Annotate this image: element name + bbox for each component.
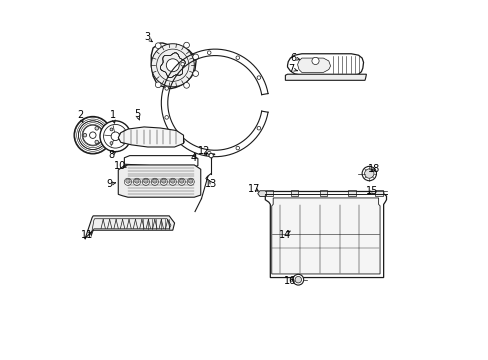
Circle shape bbox=[183, 42, 189, 48]
Polygon shape bbox=[287, 54, 363, 75]
Polygon shape bbox=[85, 216, 174, 239]
Circle shape bbox=[362, 166, 376, 181]
Circle shape bbox=[257, 126, 260, 130]
Circle shape bbox=[192, 71, 198, 76]
Circle shape bbox=[187, 178, 194, 185]
Polygon shape bbox=[348, 190, 355, 196]
Circle shape bbox=[207, 151, 211, 155]
Circle shape bbox=[188, 179, 192, 183]
Circle shape bbox=[208, 153, 213, 158]
Bar bbox=[162, 158, 167, 163]
Bar bbox=[169, 158, 175, 163]
Bar bbox=[146, 158, 151, 163]
Bar bbox=[178, 158, 183, 163]
Polygon shape bbox=[118, 127, 183, 147]
Circle shape bbox=[192, 54, 198, 60]
Text: 9: 9 bbox=[106, 179, 112, 189]
Bar bbox=[154, 158, 159, 163]
Polygon shape bbox=[285, 74, 366, 80]
Circle shape bbox=[169, 178, 176, 185]
Circle shape bbox=[135, 130, 148, 143]
Text: 17: 17 bbox=[248, 184, 260, 194]
Text: 14: 14 bbox=[278, 230, 290, 239]
Circle shape bbox=[151, 178, 158, 185]
Text: 18: 18 bbox=[367, 164, 380, 174]
Circle shape bbox=[142, 178, 149, 185]
Text: 2: 2 bbox=[77, 111, 83, 121]
Text: 1: 1 bbox=[109, 111, 115, 121]
Bar bbox=[185, 158, 191, 163]
Text: 12: 12 bbox=[198, 146, 210, 156]
Text: 8: 8 bbox=[108, 150, 114, 160]
Circle shape bbox=[164, 116, 168, 119]
Text: 6: 6 bbox=[289, 53, 296, 63]
Circle shape bbox=[74, 117, 111, 154]
Polygon shape bbox=[151, 43, 196, 89]
Circle shape bbox=[110, 128, 113, 131]
Circle shape bbox=[183, 82, 189, 88]
Circle shape bbox=[207, 51, 211, 54]
Circle shape bbox=[125, 179, 130, 183]
Circle shape bbox=[311, 57, 319, 64]
Circle shape bbox=[124, 178, 131, 185]
Polygon shape bbox=[124, 156, 198, 168]
Circle shape bbox=[170, 179, 175, 183]
Circle shape bbox=[143, 179, 148, 183]
Circle shape bbox=[179, 179, 183, 183]
Circle shape bbox=[166, 59, 179, 72]
Polygon shape bbox=[319, 190, 326, 196]
Circle shape bbox=[135, 179, 139, 183]
Circle shape bbox=[110, 141, 113, 144]
Circle shape bbox=[164, 87, 168, 90]
Polygon shape bbox=[265, 190, 273, 196]
Circle shape bbox=[155, 43, 161, 49]
Circle shape bbox=[162, 179, 165, 183]
Circle shape bbox=[236, 56, 239, 59]
Circle shape bbox=[160, 178, 167, 185]
Text: 15: 15 bbox=[365, 186, 377, 197]
Circle shape bbox=[152, 179, 157, 183]
Circle shape bbox=[133, 178, 140, 185]
Text: 16: 16 bbox=[283, 276, 295, 286]
Polygon shape bbox=[375, 190, 382, 196]
Circle shape bbox=[294, 276, 301, 283]
Polygon shape bbox=[257, 191, 267, 197]
Polygon shape bbox=[290, 190, 298, 196]
Circle shape bbox=[95, 127, 99, 130]
Circle shape bbox=[151, 44, 194, 87]
Polygon shape bbox=[118, 165, 201, 197]
Bar bbox=[138, 158, 143, 163]
Polygon shape bbox=[297, 58, 330, 72]
Circle shape bbox=[292, 274, 303, 285]
Text: 4: 4 bbox=[190, 153, 196, 163]
Circle shape bbox=[257, 76, 260, 80]
Circle shape bbox=[122, 135, 124, 138]
Circle shape bbox=[236, 146, 239, 150]
Text: 10: 10 bbox=[113, 161, 125, 171]
Text: 13: 13 bbox=[205, 179, 217, 189]
Polygon shape bbox=[271, 198, 379, 274]
Circle shape bbox=[155, 82, 161, 88]
Circle shape bbox=[181, 140, 184, 143]
Circle shape bbox=[83, 134, 86, 137]
Text: 5: 5 bbox=[134, 109, 140, 119]
Text: 7: 7 bbox=[287, 64, 294, 74]
Circle shape bbox=[364, 169, 373, 178]
Circle shape bbox=[100, 121, 131, 152]
Text: 3: 3 bbox=[143, 32, 150, 42]
Bar bbox=[130, 158, 136, 163]
Polygon shape bbox=[265, 192, 386, 278]
Circle shape bbox=[95, 140, 99, 144]
Text: 11: 11 bbox=[81, 230, 93, 239]
Circle shape bbox=[181, 62, 184, 66]
Circle shape bbox=[178, 178, 185, 185]
